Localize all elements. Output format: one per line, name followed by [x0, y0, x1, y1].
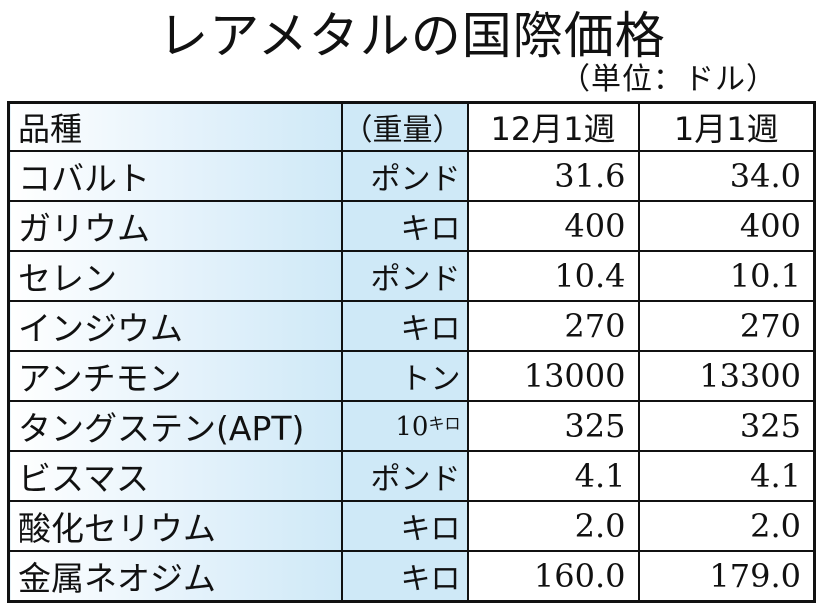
metal-name: コバルト — [7, 150, 343, 202]
header-week-dec: 12月1週 — [466, 101, 640, 152]
price-dec: 4.1 — [466, 450, 640, 502]
table-header-row: 品種 （重量） 12月1週 1月1週 — [7, 101, 816, 152]
metal-name: セレン — [7, 250, 343, 302]
weight-unit: キロ — [340, 300, 469, 352]
weight-unit: トン — [340, 350, 469, 402]
page-title: レアメタルの国際価格 — [158, 7, 666, 65]
weight-unit: ポンド — [340, 150, 469, 202]
table-row: セレン ポンド 10.4 10.1 — [7, 250, 816, 302]
weight-unit: キロ — [340, 550, 469, 603]
unit-note: （単位：ドル） — [560, 62, 777, 97]
table-row: 金属ネオジム キロ 160.0 179.0 — [7, 550, 816, 603]
weight-unit: キロ — [340, 500, 469, 552]
price-table: 品種 （重量） 12月1週 1月1週 コバルト ポンド 31.6 34.0 ガリ… — [7, 101, 816, 603]
price-jan: 179.0 — [637, 550, 816, 603]
metal-name: インジウム — [7, 300, 343, 352]
table-row: インジウム キロ 270 270 — [7, 300, 816, 352]
metal-name: ガリウム — [7, 200, 343, 252]
table-row: ガリウム キロ 400 400 — [7, 200, 816, 252]
table-row: タングステン(APT) 10キロ 325 325 — [7, 400, 816, 452]
metal-name: タングステン(APT) — [7, 400, 343, 452]
price-jan: 34.0 — [637, 150, 816, 202]
price-dec: 13000 — [466, 350, 640, 402]
metal-name: 酸化セリウム — [7, 500, 343, 552]
metal-name: アンチモン — [7, 350, 343, 402]
price-dec: 325 — [466, 400, 640, 452]
price-jan: 325 — [637, 400, 816, 452]
price-dec: 31.6 — [466, 150, 640, 202]
header-week-jan: 1月1週 — [637, 101, 816, 152]
weight-unit: キロ — [340, 200, 469, 252]
price-jan: 4.1 — [637, 450, 816, 502]
price-jan: 270 — [637, 300, 816, 352]
table-row: ビスマス ポンド 4.1 4.1 — [7, 450, 816, 502]
metal-name: 金属ネオジム — [7, 550, 343, 603]
price-dec: 2.0 — [466, 500, 640, 552]
price-jan: 13300 — [637, 350, 816, 402]
weight-unit: ポンド — [340, 250, 469, 302]
price-jan: 2.0 — [637, 500, 816, 552]
header-name: 品種 — [7, 101, 343, 152]
weight-unit: ポンド — [340, 450, 469, 502]
price-dec: 160.0 — [466, 550, 640, 603]
price-dec: 10.4 — [466, 250, 640, 302]
price-jan: 10.1 — [637, 250, 816, 302]
table-row: アンチモン トン 13000 13300 — [7, 350, 816, 402]
unit-suffix: キロ — [428, 414, 461, 433]
table-row: 酸化セリウム キロ 2.0 2.0 — [7, 500, 816, 552]
unit-quantity: 10 — [395, 412, 429, 442]
header-weight: （重量） — [340, 101, 469, 152]
table-row: コバルト ポンド 31.6 34.0 — [7, 150, 816, 202]
price-dec: 400 — [466, 200, 640, 252]
price-jan: 400 — [637, 200, 816, 252]
metal-name: ビスマス — [7, 450, 343, 502]
price-dec: 270 — [466, 300, 640, 352]
weight-unit: 10キロ — [340, 400, 469, 452]
